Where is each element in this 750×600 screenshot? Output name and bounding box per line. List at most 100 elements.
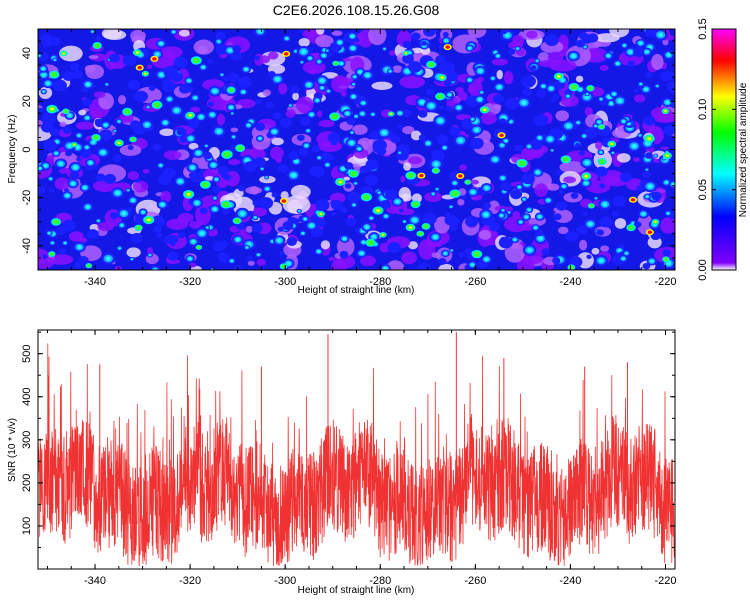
heatmap-cell [575, 39, 585, 48]
heatmap-cell-high [159, 42, 164, 46]
heatmap-low-patch [306, 87, 316, 99]
x-tick-label: -320 [179, 575, 201, 587]
heatmap-low-patch [268, 51, 279, 60]
heatmap-cell [353, 37, 360, 43]
heatmap-low-patch [101, 29, 122, 40]
heatmap-low-patch [271, 137, 284, 146]
heatmap-cell-high [644, 50, 649, 54]
heatmap-peak [228, 87, 234, 92]
heatmap-cell-high [227, 48, 233, 53]
heatmap-low-patch [563, 176, 576, 184]
heatmap-cell-high [383, 266, 388, 270]
heatmap-cell-high [606, 54, 611, 58]
heatmap-low-patch [118, 95, 127, 105]
heatmap-cell [536, 89, 547, 98]
heatmap-low-patch [318, 119, 335, 128]
heatmap-cell-high [398, 151, 401, 154]
heatmap-cell-high [47, 232, 51, 235]
heatmap-peak-core [381, 233, 385, 236]
heatmap-cell-high [645, 195, 649, 198]
heatmap-cell-high [623, 44, 626, 47]
heatmap-peak [130, 137, 136, 142]
heatmap-cell-high [265, 176, 268, 179]
heatmap-cell-high [358, 70, 363, 74]
heatmap-cell-high [120, 223, 124, 227]
heatmap-cell [92, 165, 99, 170]
heatmap-peak [153, 101, 161, 108]
heatmap-cell-high [309, 112, 314, 117]
heatmap-cell-high [58, 161, 64, 166]
heatmap-cell [49, 127, 60, 137]
heatmap-peak-core [610, 142, 614, 146]
heatmap-low-patch [331, 259, 347, 270]
heatmap-cell-high [474, 127, 480, 132]
heatmap-cell [177, 232, 186, 239]
heatmap-cell [436, 134, 449, 145]
heatmap-cell [509, 189, 523, 200]
heatmap-low-patch [341, 90, 347, 97]
heatmap-cell-high [350, 131, 354, 134]
heatmap-cell-high [306, 82, 312, 87]
heatmap-cell-high [436, 188, 439, 190]
heatmap-cell [425, 88, 435, 96]
heatmap-hot-spot [418, 173, 424, 178]
heatmap-cell [421, 41, 427, 46]
heatmap-low-patch [579, 239, 588, 251]
heatmap-low-patch [424, 191, 442, 203]
heatmap-cell [315, 218, 327, 228]
heatmap-cell-high [587, 222, 593, 227]
heatmap-cell [550, 97, 556, 103]
heatmap-cell [103, 173, 117, 185]
heatmap-low-patch [352, 124, 368, 135]
heatmap-cell-high [301, 49, 307, 54]
heatmap-cell [127, 79, 141, 90]
heatmap-peak-core [319, 212, 323, 216]
heatmap-cell-high [665, 100, 670, 105]
heatmap-cell-high [73, 165, 78, 170]
heatmap-cell [298, 29, 305, 34]
heatmap-cell-high [193, 96, 197, 100]
heatmap-cell-high [360, 112, 365, 116]
heatmap-cell-high [246, 123, 251, 127]
heatmap-cell [552, 93, 560, 100]
heatmap-low-patch [558, 226, 569, 235]
heatmap-cell [340, 207, 348, 214]
heatmap-cell-high [537, 215, 542, 219]
heatmap-low-patch [230, 127, 239, 133]
heatmap-cell-high [384, 214, 388, 218]
heatmap-cell [127, 145, 134, 151]
heatmap-cell-high [217, 40, 221, 43]
heatmap-cell [134, 90, 148, 103]
heatmap-cell-high [353, 75, 357, 78]
heatmap-cell-high [345, 111, 350, 116]
heatmap-cell [438, 105, 444, 110]
heatmap-cell [238, 185, 245, 192]
heatmap-cell-high [105, 256, 112, 261]
heatmap-cell [212, 185, 222, 194]
heatmap-low-patch [614, 218, 627, 229]
heatmap-cell [642, 262, 651, 270]
heatmap-cell-high [453, 181, 457, 185]
heatmap-cell-high [501, 209, 505, 212]
heatmap-cell-high [665, 261, 672, 266]
heatmap-low-patch [245, 225, 253, 233]
heatmap-cell [344, 183, 352, 189]
heatmap-peak-core [557, 75, 561, 78]
heatmap-low-patch [467, 29, 487, 38]
x-tick-label: -300 [274, 575, 296, 587]
heatmap-cell-high [499, 214, 504, 217]
heatmap-cell [581, 34, 594, 44]
heatmap-cell-high [91, 140, 96, 144]
heatmap-cell [666, 81, 675, 94]
heatmap-cell [199, 169, 205, 174]
heatmap-cell-high [49, 177, 52, 180]
heatmap-cell-high [496, 54, 500, 58]
heatmap-cell-high [516, 47, 519, 50]
heatmap-cell [232, 45, 242, 53]
heatmap-cell-high [131, 198, 136, 203]
heatmap-cell-high [509, 120, 513, 123]
heatmap-low-patch [410, 47, 424, 54]
heatmap-low-patch [247, 260, 255, 266]
colorbar-gradient [712, 29, 736, 270]
heatmap-cell-high [625, 252, 628, 255]
